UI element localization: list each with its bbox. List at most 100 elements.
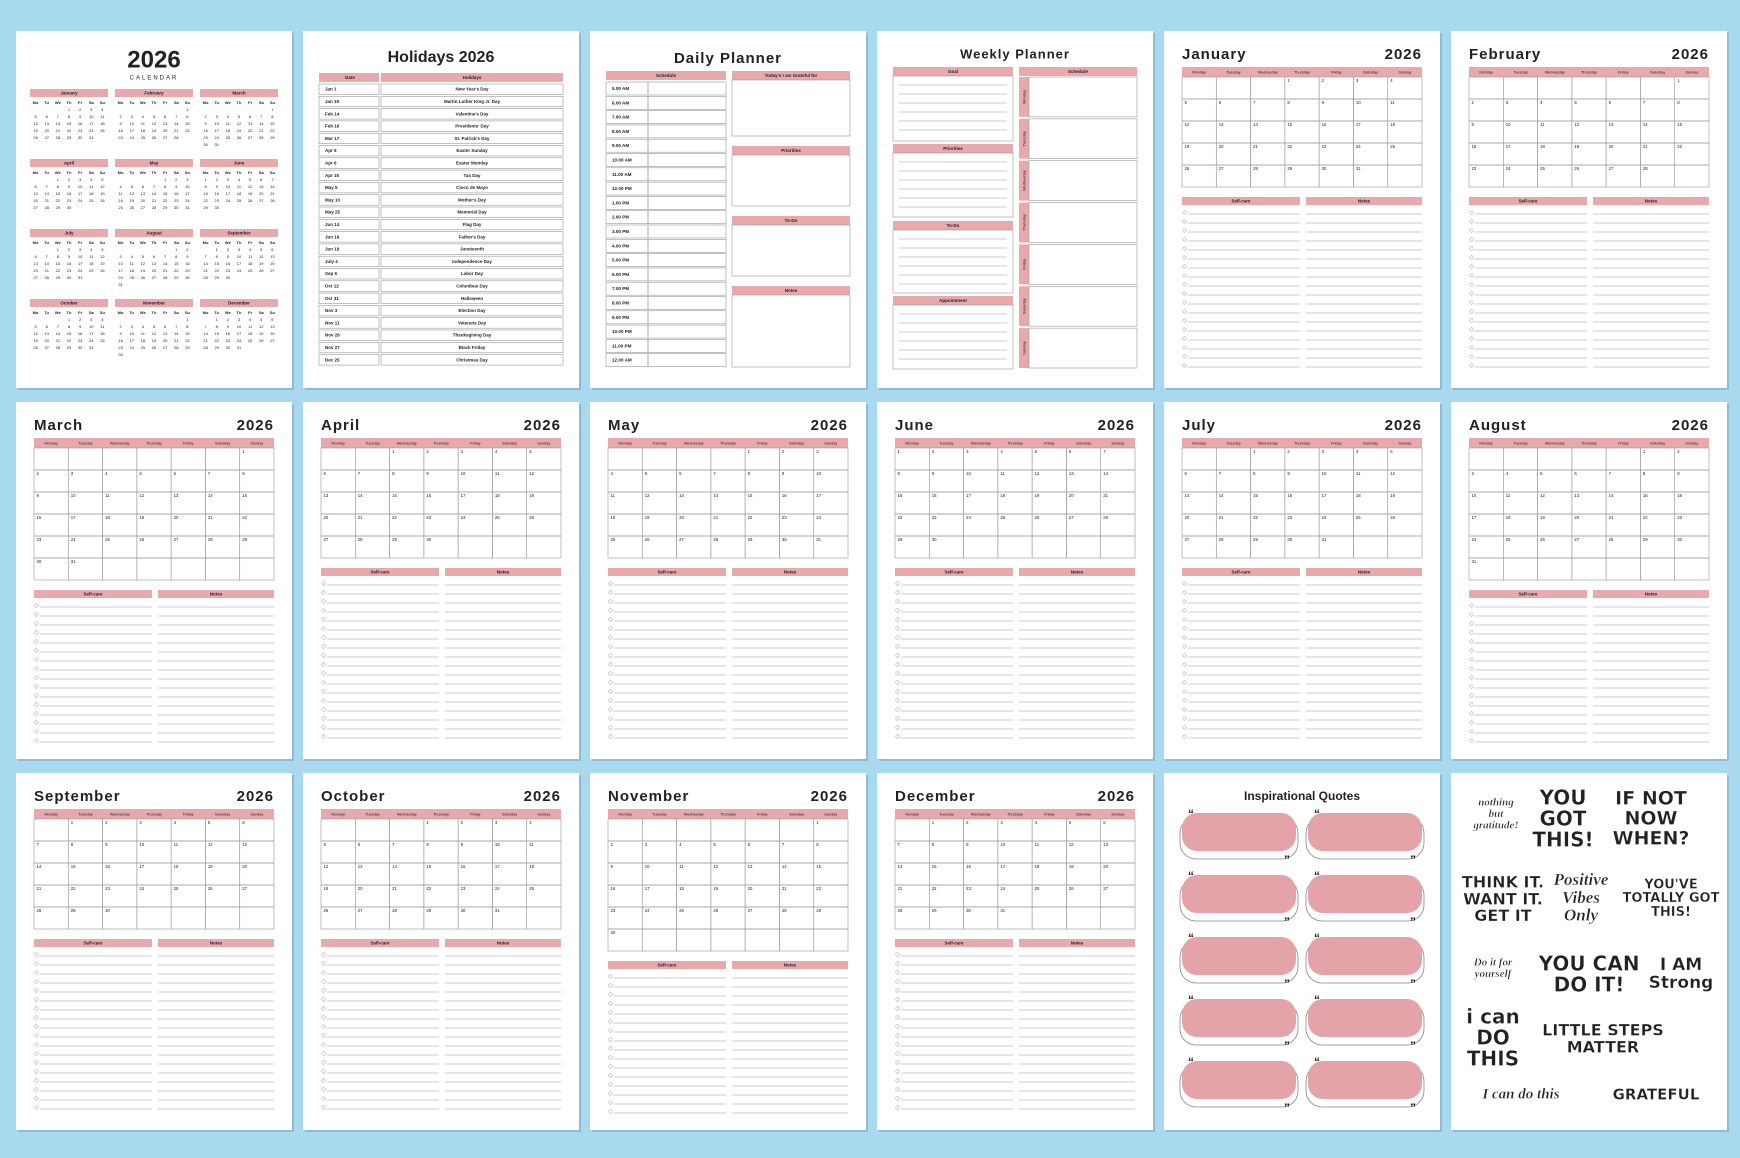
mini-day: 15 — [185, 331, 190, 336]
mini-day: 9 — [204, 121, 207, 126]
checkbox — [34, 1042, 39, 1047]
weekly-title: Weekly Planner — [960, 46, 1070, 61]
month-title: November — [608, 788, 689, 805]
holiday-cell — [380, 280, 564, 292]
mini-day: 27 — [44, 135, 49, 140]
day-number: 15 — [748, 493, 753, 498]
day-number: 9 — [426, 471, 429, 476]
day-number: 9 — [932, 471, 935, 476]
mini-weekday: Tu — [129, 310, 134, 315]
time-slot — [647, 324, 727, 339]
mini-day: 30 — [67, 275, 72, 280]
checkbox — [608, 992, 613, 997]
weekday-label: Tuesday — [78, 441, 93, 445]
holiday-date: Oct 31 — [325, 296, 339, 301]
mini-day: 26 — [237, 135, 242, 140]
mini-day: 2 — [186, 247, 189, 252]
day-number: 24 — [461, 515, 466, 520]
month-label: Notes — [1645, 591, 1658, 596]
day-number: 12 — [1574, 122, 1579, 127]
weekday-label: Friday — [757, 812, 768, 816]
day-number: 14 — [208, 493, 213, 498]
mini-day: 29 — [163, 205, 168, 210]
mini-day: 27 — [248, 135, 253, 140]
day-number: 9 — [37, 493, 40, 498]
checkbox — [321, 707, 326, 712]
daily-section-box — [731, 224, 851, 277]
mini-weekday: Th — [237, 100, 242, 105]
mini-weekday: Su — [270, 170, 276, 175]
mini-day: 31 — [214, 142, 219, 147]
mini-day: 25 — [248, 338, 253, 343]
date-cell — [318, 255, 380, 267]
mini-month-name: January — [60, 90, 78, 95]
time-label: 9.00 AM — [612, 143, 629, 148]
date-cell — [318, 305, 380, 317]
day-number: 3 — [1000, 820, 1003, 825]
checkbox — [1182, 273, 1187, 278]
day-number: 1 — [71, 820, 74, 825]
mini-weekday: Fr — [78, 170, 82, 175]
day-number: 13 — [324, 493, 329, 498]
day-number: 24 — [966, 515, 971, 520]
mini-day: 6 — [164, 114, 167, 119]
checkbox — [895, 653, 900, 658]
holiday-cell — [380, 231, 564, 243]
sticker-text: Strong — [1649, 973, 1714, 993]
weekday-label: Saturday — [502, 441, 517, 445]
mini-weekday: Sa — [259, 310, 265, 315]
mini-day: 19 — [141, 268, 146, 273]
sticker-text: DO — [1476, 1026, 1510, 1050]
mini-day: 3 — [90, 107, 93, 112]
month-label-bar — [732, 961, 848, 969]
day-number: 26 — [208, 886, 213, 891]
day-number: 9 — [1677, 471, 1680, 476]
checkbox — [34, 648, 39, 653]
day-number: 13 — [1103, 842, 1108, 847]
checkbox — [321, 653, 326, 658]
holiday-date: Jun 14 — [325, 222, 340, 227]
mini-day: 16 — [214, 191, 219, 196]
weekday-header-bar — [321, 809, 561, 819]
holiday-date: Jun 16 — [325, 234, 340, 239]
month-label-bar — [732, 568, 848, 576]
holiday-date: Nov 27 — [325, 345, 340, 350]
checkbox — [34, 970, 39, 975]
day-number: 21 — [782, 886, 787, 891]
mini-day: 24 — [118, 275, 123, 280]
month-label: Self-care — [370, 569, 390, 574]
day-number: 5 — [529, 449, 532, 454]
holiday-name: Presidents' Day — [455, 124, 489, 129]
weekday-header-bar — [1469, 67, 1709, 77]
day-number: 14 — [358, 493, 363, 498]
mini-day: 29 — [203, 205, 208, 210]
quote-bubble — [1182, 999, 1296, 1037]
checkbox — [34, 612, 39, 617]
day-number: 27 — [1609, 166, 1614, 171]
day-number: 2 — [932, 449, 935, 454]
mini-day: 7 — [153, 184, 156, 189]
weekday-header-bar — [34, 438, 274, 448]
checkbox — [34, 720, 39, 725]
mini-day: 3 — [131, 114, 134, 119]
day-number: 6 — [1069, 449, 1072, 454]
mini-day: 21 — [44, 268, 49, 273]
day-number: 25 — [611, 537, 616, 542]
mini-day: 18 — [89, 261, 94, 266]
mini-weekday: Mo — [118, 240, 124, 245]
checkbox — [1182, 228, 1187, 233]
checkbox — [1182, 671, 1187, 676]
checkbox — [1182, 219, 1187, 224]
weekday-header-bar — [321, 438, 561, 448]
mini-day: 1 — [68, 317, 71, 322]
mini-day: 30 — [67, 205, 72, 210]
mini-day: 25 — [129, 275, 134, 280]
day-number: 18 — [1506, 515, 1511, 520]
checkbox — [1182, 318, 1187, 323]
day-number: 20 — [1069, 493, 1074, 498]
date-cell — [318, 83, 380, 95]
mini-weekday: Mo — [203, 310, 209, 315]
